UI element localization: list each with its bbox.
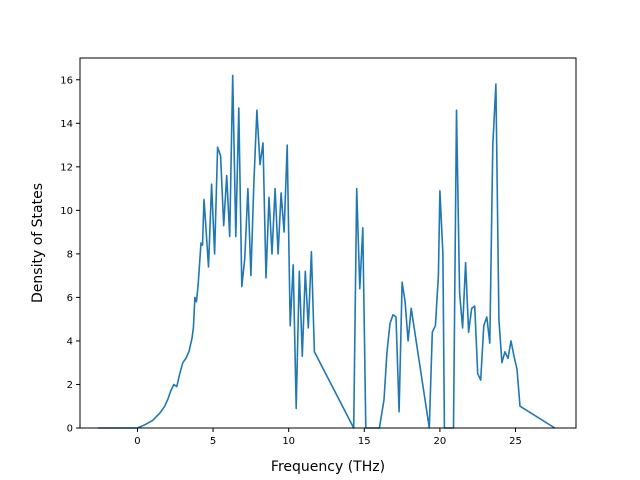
plot-frame xyxy=(79,57,577,429)
y-tick-label: 10 xyxy=(60,206,73,217)
dos-series-line xyxy=(98,74,556,429)
y-axis-ticks: 0 2 4 6 8 10 12 14 16 xyxy=(60,75,80,435)
y-tick-label: 16 xyxy=(60,75,73,86)
x-tick-label: 20 xyxy=(434,436,447,447)
y-tick-label: 6 xyxy=(67,293,73,304)
plot-area xyxy=(80,58,576,428)
y-tick-label: 8 xyxy=(67,249,73,260)
y-tick-label: 2 xyxy=(67,380,73,391)
y-tick-label: 12 xyxy=(60,162,73,173)
x-tick-label: 25 xyxy=(509,436,522,447)
x-axis-label: Frequency (THz) xyxy=(271,459,385,475)
y-axis-label: Density of States xyxy=(30,183,46,303)
x-tick-label: 0 xyxy=(134,436,140,447)
y-tick-label: 14 xyxy=(60,119,73,130)
x-tick-label: 5 xyxy=(210,436,216,447)
y-tick-label: 4 xyxy=(67,336,73,347)
x-tick-label: 10 xyxy=(282,436,295,447)
x-axis-ticks: 0 5 10 15 20 25 xyxy=(134,428,522,447)
y-tick-label: 0 xyxy=(67,424,73,435)
x-tick-label: 15 xyxy=(358,436,371,447)
